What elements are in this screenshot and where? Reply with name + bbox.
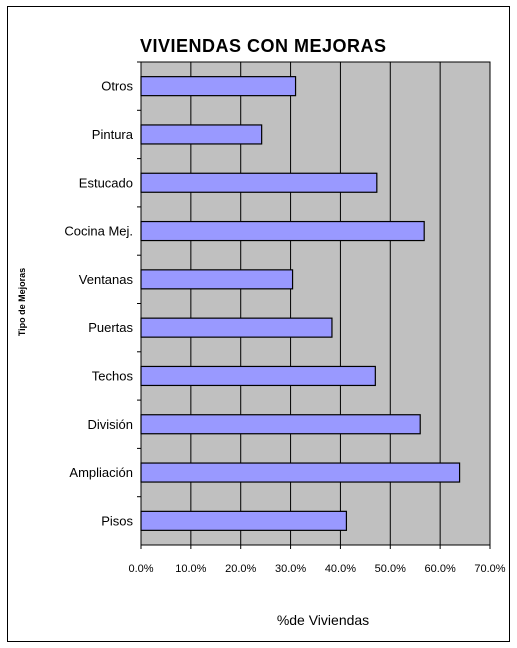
category-label: Ampliación [69, 465, 133, 480]
x-tick-label: 30.0% [275, 563, 306, 575]
bar [140, 269, 294, 290]
bar [140, 220, 425, 242]
category-label: Pintura [92, 127, 134, 142]
x-tick-label: 40.0% [325, 563, 356, 575]
bar [140, 510, 348, 531]
x-tick-label: 70.0% [474, 563, 505, 575]
bar [140, 317, 333, 338]
x-tick-label: 60.0% [425, 563, 456, 575]
bar [140, 172, 378, 193]
bar [140, 414, 421, 435]
x-axis-title: %de Viviendas [277, 612, 369, 628]
category-label: Techos [92, 368, 134, 383]
x-tick-label: 20.0% [225, 563, 256, 575]
bar [140, 462, 461, 483]
chart-title: VIVIENDAS CON MEJORAS [140, 36, 387, 56]
x-tick-label: 0.0% [128, 563, 153, 575]
bar [140, 76, 297, 97]
plot-area [137, 61, 491, 549]
category-label: Pisos [101, 513, 133, 528]
bar [140, 365, 376, 387]
category-label: Ventanas [79, 272, 134, 287]
category-label: Otros [101, 79, 133, 94]
x-tick-label: 50.0% [375, 563, 406, 575]
category-label: Estucado [79, 175, 133, 190]
bar [140, 124, 263, 145]
axis-labels: Otros Pintura Estucado Cocina Mej. Ventanas P… [17, 79, 506, 628]
category-label: Puertas [88, 320, 133, 335]
category-label: Cocina Mej. [64, 224, 133, 239]
category-label: División [87, 417, 133, 432]
x-tick-label: 10.0% [175, 563, 206, 575]
y-axis-title: Tipo de Mejoras [17, 268, 27, 336]
